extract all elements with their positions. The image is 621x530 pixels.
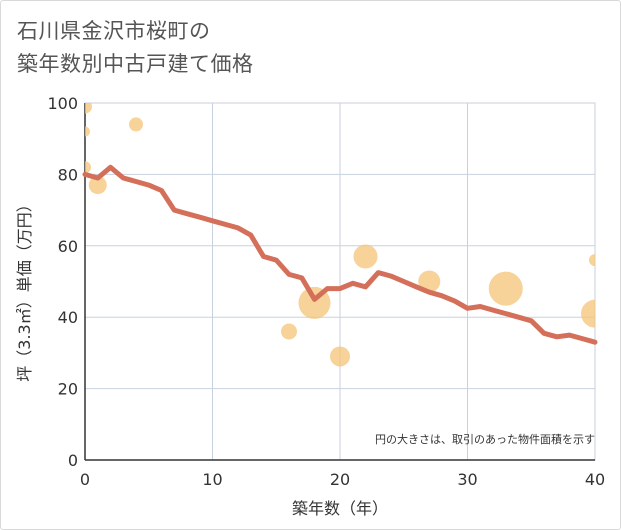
grid (85, 103, 595, 460)
y-axis-label: 坪（3.3㎡）単価（万円） (15, 196, 34, 381)
bubble-point-0 (85, 103, 92, 114)
chart-title-line-2: 築年数別中古戸建て価格 (17, 52, 254, 76)
x-axis-label: 築年数（年） (292, 499, 388, 518)
bubble-point-7 (330, 346, 350, 367)
tick-labels: 0 20 40 60 80 100 0 10 20 30 40 (47, 94, 605, 489)
y-tick-label-5: 100 (47, 94, 78, 113)
x-tick-label-2: 20 (330, 470, 350, 489)
average-line-series (82, 164, 598, 345)
x-tick-label-3: 30 (457, 470, 477, 489)
bubble-point-10 (488, 271, 523, 306)
average-price-line (82, 164, 598, 345)
y-tick-label-3: 60 (58, 237, 78, 256)
bubble-point-3 (88, 176, 107, 195)
bubble-point-12 (581, 299, 595, 328)
y-tick-label-0: 0 (68, 451, 78, 470)
y-tick-label-2: 40 (58, 308, 78, 327)
bubble-point-9 (418, 270, 441, 293)
bubble-point-1 (85, 126, 90, 137)
chart-title-line-1: 石川県金沢市桜町の (17, 19, 211, 43)
x-tick-label-4: 40 (585, 470, 605, 489)
x-tick-label-1: 10 (202, 470, 222, 489)
y-tick-label-1: 20 (58, 380, 78, 399)
bubble-point-2 (85, 161, 91, 174)
bubble-point-11 (589, 254, 595, 267)
x-tick-label-0: 0 (80, 470, 90, 489)
bubble-point-8 (353, 244, 378, 269)
bubble-size-note: 円の大きさは、取引のあった物件面積を示す (375, 432, 595, 446)
chart-title: 石川県金沢市桜町の 築年数別中古戸建て価格 (17, 15, 254, 81)
bubble-point-4 (129, 117, 143, 132)
y-tick-label-4: 80 (58, 165, 78, 184)
bubble-point-5 (281, 323, 297, 340)
bubble-series (85, 103, 595, 367)
